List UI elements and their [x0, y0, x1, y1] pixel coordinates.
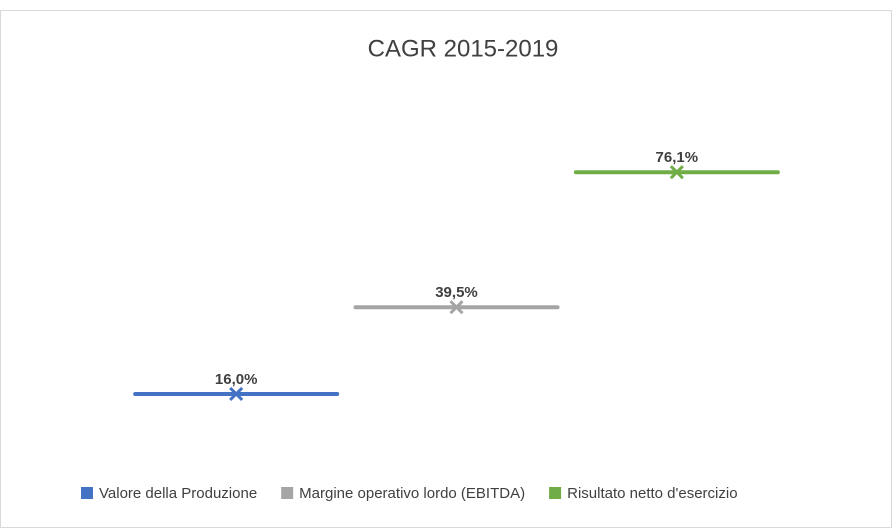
- legend-swatch: [549, 487, 562, 499]
- marker: [669, 165, 684, 180]
- data-label: 39,5%: [435, 284, 478, 301]
- legend-label: Risultato netto d'esercizio: [567, 485, 737, 502]
- data-label: 16,0%: [215, 371, 258, 388]
- marker: [449, 300, 464, 315]
- marker: [229, 386, 244, 402]
- chart-frame: [0, 10, 892, 528]
- chart-title: CAGR 2015-2019: [368, 35, 559, 62]
- legend-swatch: [281, 487, 294, 499]
- data-label: 76,1%: [656, 149, 699, 166]
- legend-swatch: [81, 487, 93, 499]
- legend-label: Margine operativo lordo (EBITDA): [299, 485, 525, 502]
- legend-label: Valore della Produzione: [99, 485, 257, 502]
